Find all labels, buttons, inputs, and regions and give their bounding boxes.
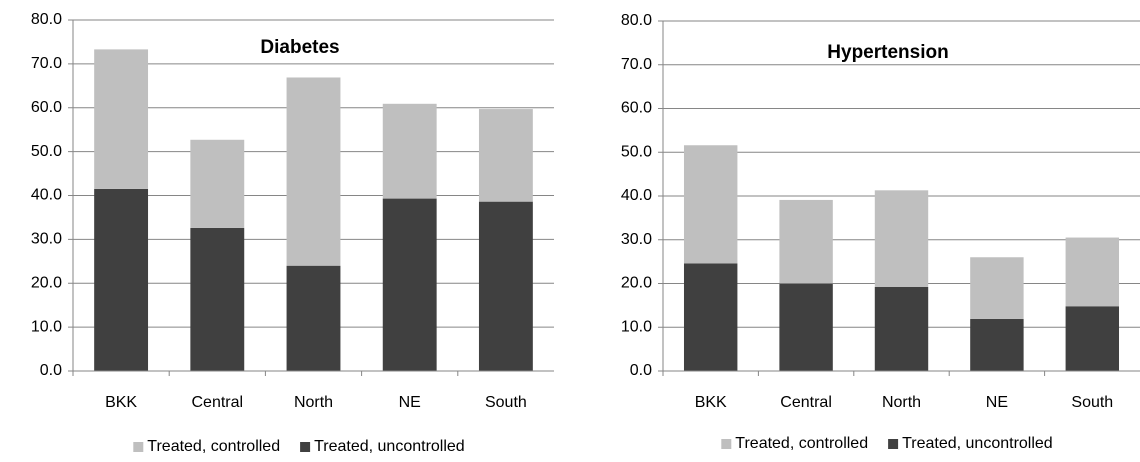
bar-segment: [683, 145, 738, 264]
x-tick-label: NE: [986, 394, 1008, 411]
y-tick-label: 10.0: [31, 318, 62, 335]
bar-segment: [382, 198, 437, 371]
bar-segment: [94, 188, 149, 371]
legend-swatch: [888, 439, 899, 449]
y-tick-label: 30.0: [621, 231, 652, 248]
y-tick-label: 70.0: [31, 55, 62, 72]
y-tick-label: 0.0: [630, 362, 652, 379]
bar-segment: [970, 257, 1024, 319]
x-tick-label: North: [294, 394, 333, 411]
bar-segment: [779, 199, 833, 284]
y-tick-label: 40.0: [621, 187, 652, 204]
legend-label: Treated, uncontrolled: [902, 435, 1053, 452]
bar-segment: [1065, 237, 1120, 307]
bar-segment: [683, 263, 738, 371]
bar-segment: [1065, 306, 1120, 371]
y-tick-label: 60.0: [31, 99, 62, 116]
bar-segment: [874, 190, 929, 287]
y-tick-label: 20.0: [621, 275, 652, 292]
x-tick-label: BKK: [695, 394, 727, 411]
bar-segment: [286, 265, 341, 371]
x-tick-label: Central: [780, 394, 832, 411]
legend-label: Treated, uncontrolled: [314, 438, 465, 455]
bar-segment: [94, 49, 149, 189]
bar-segment: [382, 103, 437, 199]
x-tick-label: NE: [399, 394, 421, 411]
y-tick-label: 50.0: [31, 143, 62, 160]
legend-swatch: [133, 442, 144, 452]
bar-segment: [286, 77, 341, 266]
bar-segment: [478, 201, 533, 371]
y-tick-label: 10.0: [621, 318, 652, 335]
y-tick-label: 40.0: [31, 187, 62, 204]
legend-swatch: [721, 439, 732, 449]
y-tick-label: 0.0: [40, 362, 62, 379]
bar-segment: [970, 318, 1024, 371]
y-tick-label: 80.0: [621, 12, 652, 29]
y-tick-label: 80.0: [31, 11, 62, 28]
x-tick-label: North: [882, 394, 921, 411]
bar-segment: [190, 227, 245, 371]
y-tick-label: 30.0: [31, 231, 62, 248]
x-tick-label: South: [485, 394, 527, 411]
y-tick-label: 60.0: [621, 100, 652, 117]
bar-segment: [874, 287, 929, 371]
y-tick-label: 20.0: [31, 274, 62, 291]
x-tick-label: Central: [192, 394, 244, 411]
y-tick-label: 70.0: [621, 56, 652, 73]
legend-label: Treated, controlled: [147, 438, 280, 455]
bar-segment: [478, 109, 533, 202]
chart-title: Hypertension: [827, 42, 948, 63]
y-tick-label: 50.0: [621, 143, 652, 160]
bar-segment: [779, 283, 833, 371]
x-tick-label: South: [1071, 394, 1113, 411]
legend-label: Treated, controlled: [735, 435, 868, 452]
chart-title: Diabetes: [260, 37, 339, 58]
legend-swatch: [300, 442, 311, 452]
x-tick-label: BKK: [105, 394, 137, 411]
bar-segment: [190, 139, 245, 228]
